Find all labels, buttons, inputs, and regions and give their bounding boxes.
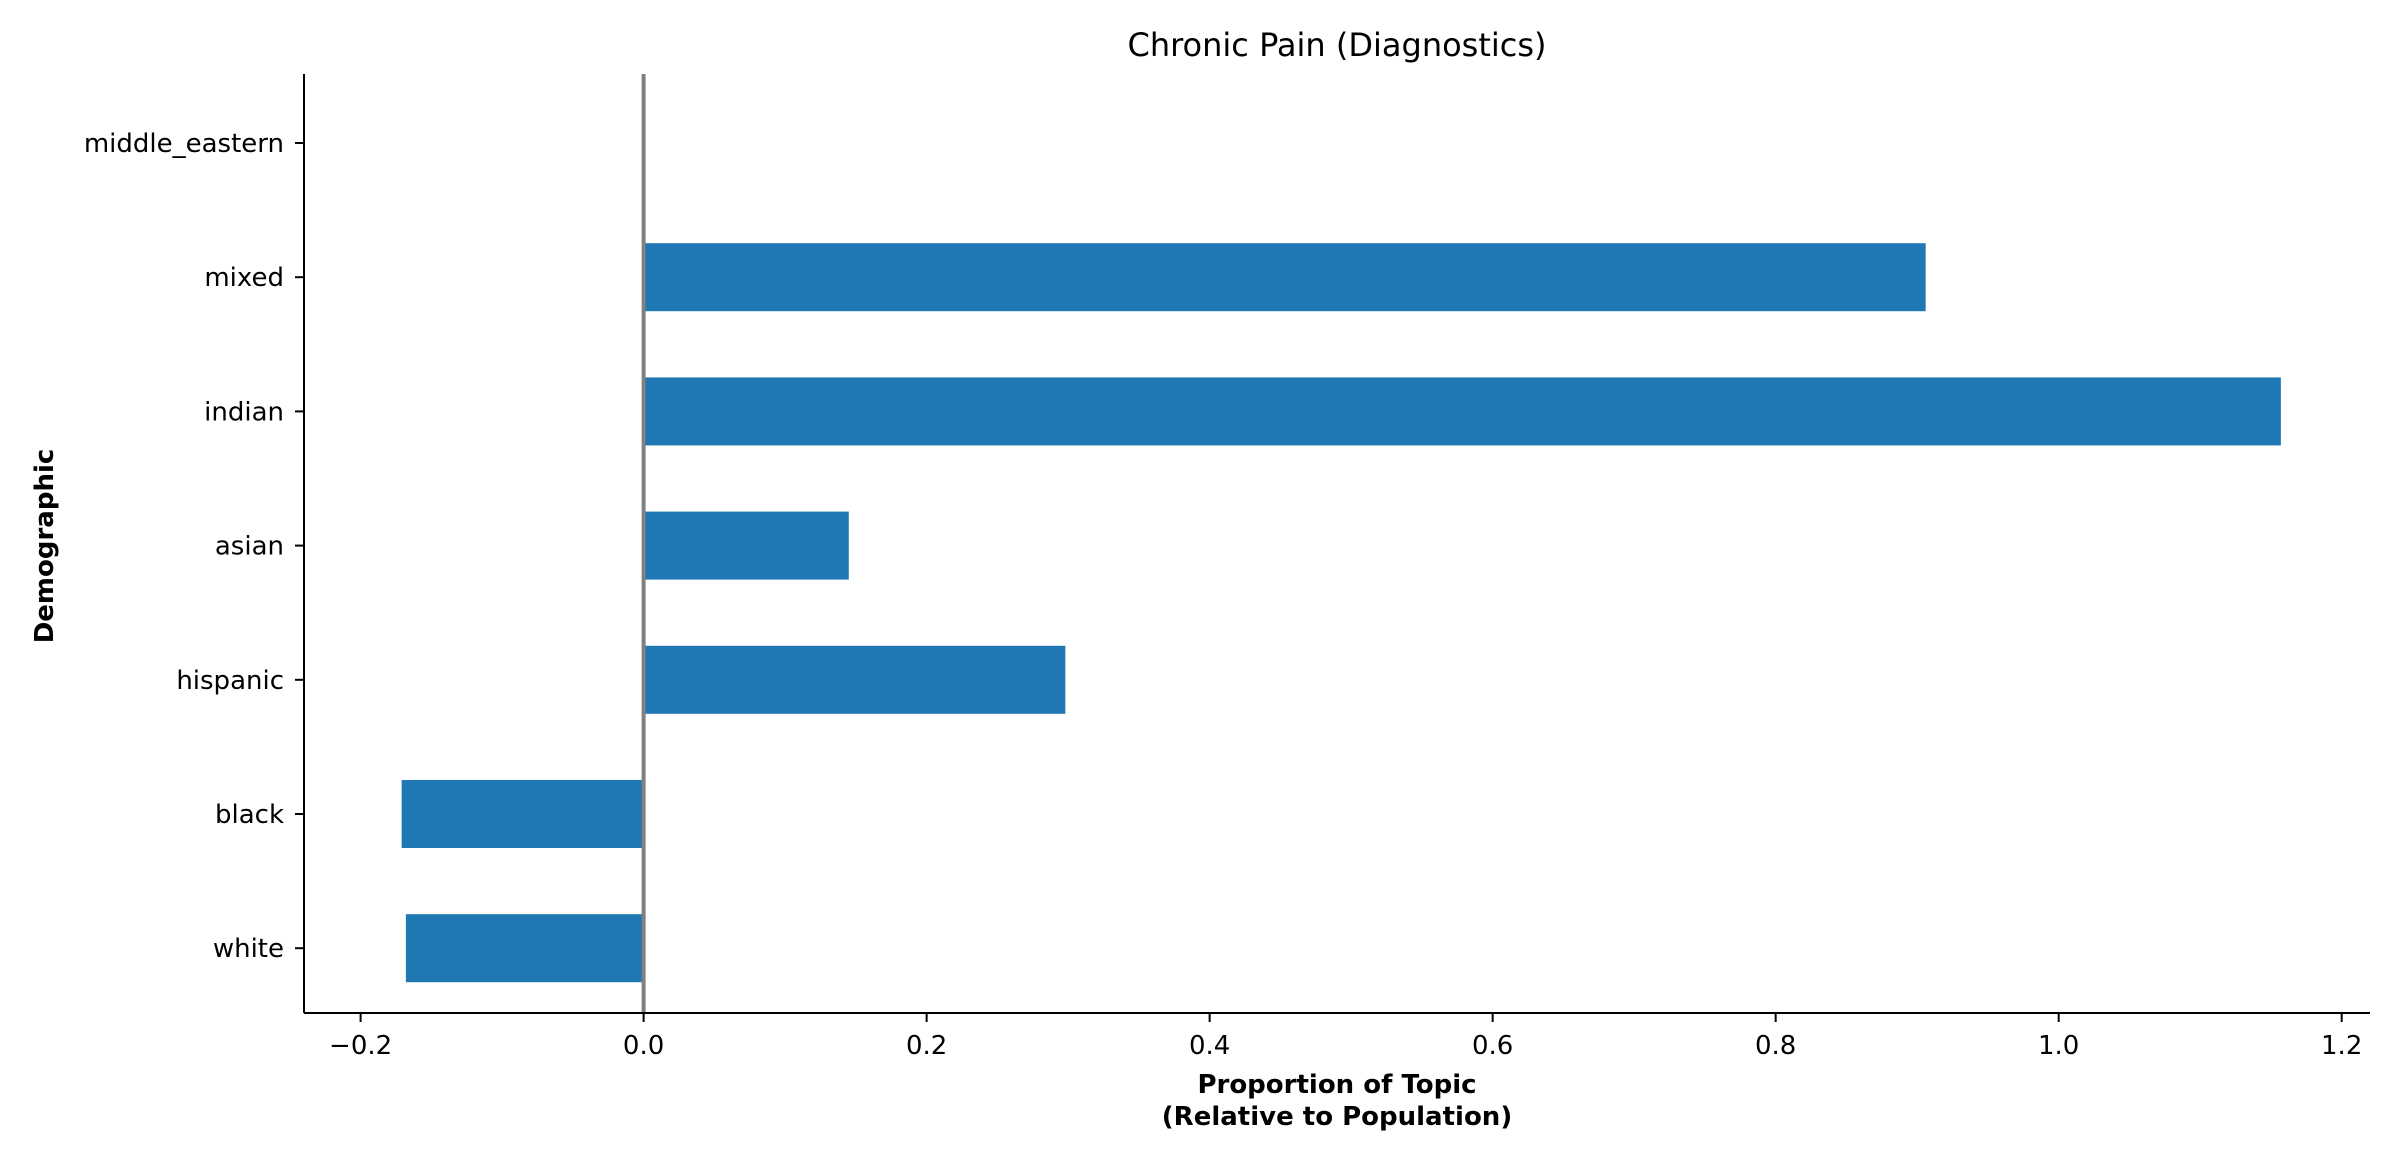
x-tick-label: 0.0 (623, 1031, 664, 1061)
x-tick-label: 0.6 (1472, 1031, 1513, 1061)
x-axis-title-line2: (Relative to Population) (1162, 1102, 1512, 1132)
y-tick-label-mixed: mixed (204, 263, 284, 293)
bar-white (405, 914, 644, 983)
y-tick-label-hispanic: hispanic (176, 666, 284, 696)
y-tick-label-indian: indian (204, 397, 284, 427)
x-tick-label: 0.8 (1755, 1031, 1796, 1061)
bar-black (401, 780, 644, 848)
x-tick-label: 1.2 (2321, 1031, 2362, 1061)
bar-mixed (643, 243, 1926, 312)
x-tick-label: −0.2 (329, 1031, 392, 1061)
bars-group (401, 243, 2281, 983)
bar-hispanic (643, 645, 1066, 714)
y-tick-label-black: black (215, 800, 284, 830)
x-tick-label: 1.0 (2038, 1031, 2079, 1061)
y-tick-label-middle_eastern: middle_eastern (84, 129, 284, 159)
bar-indian (643, 377, 2281, 446)
x-ticks-group: −0.2 0.0 0.2 0.4 0.6 0.8 1.0 1.2 (329, 1013, 2362, 1061)
x-tick-label: 0.2 (906, 1031, 947, 1061)
y-tick-label-white: white (213, 934, 284, 964)
y-tick-label-asian: asian (215, 532, 284, 562)
y-axis-title: Demographic (30, 449, 60, 644)
x-axis-title-line1: Proportion of Topic (1197, 1070, 1476, 1100)
bar-asian (643, 511, 849, 580)
chart-title: Chronic Pain (Diagnostics) (1127, 26, 1546, 64)
x-tick-label: 0.4 (1189, 1031, 1230, 1061)
